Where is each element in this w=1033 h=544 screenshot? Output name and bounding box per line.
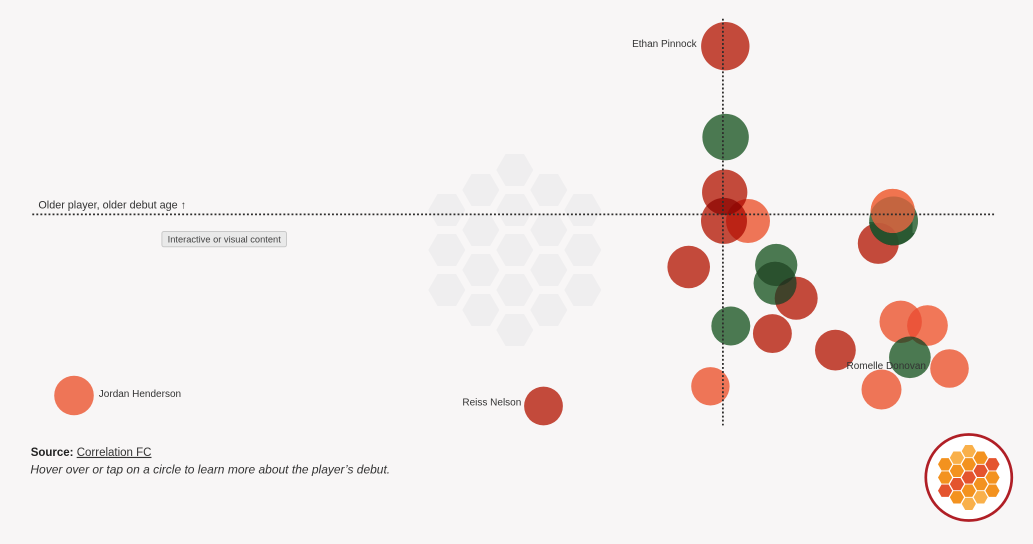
svg-text:Source: Correlation FC: Source: Correlation FC [31, 447, 152, 459]
svg-text:Ethan Pinnock: Ethan Pinnock [632, 39, 697, 50]
svg-text:Reiss Nelson: Reiss Nelson [462, 397, 521, 408]
svg-text:Interactive or visual content: Interactive or visual content [168, 235, 282, 245]
svg-text:Romelle Donovan: Romelle Donovan [847, 361, 927, 372]
svg-text:Jordan Henderson: Jordan Henderson [99, 389, 181, 400]
svg-text:Older player, older debut age: Older player, older debut age ↑ [38, 200, 186, 212]
svg-text:Hover over or tap on a circle: Hover over or tap on a circle to learn m… [30, 463, 390, 477]
